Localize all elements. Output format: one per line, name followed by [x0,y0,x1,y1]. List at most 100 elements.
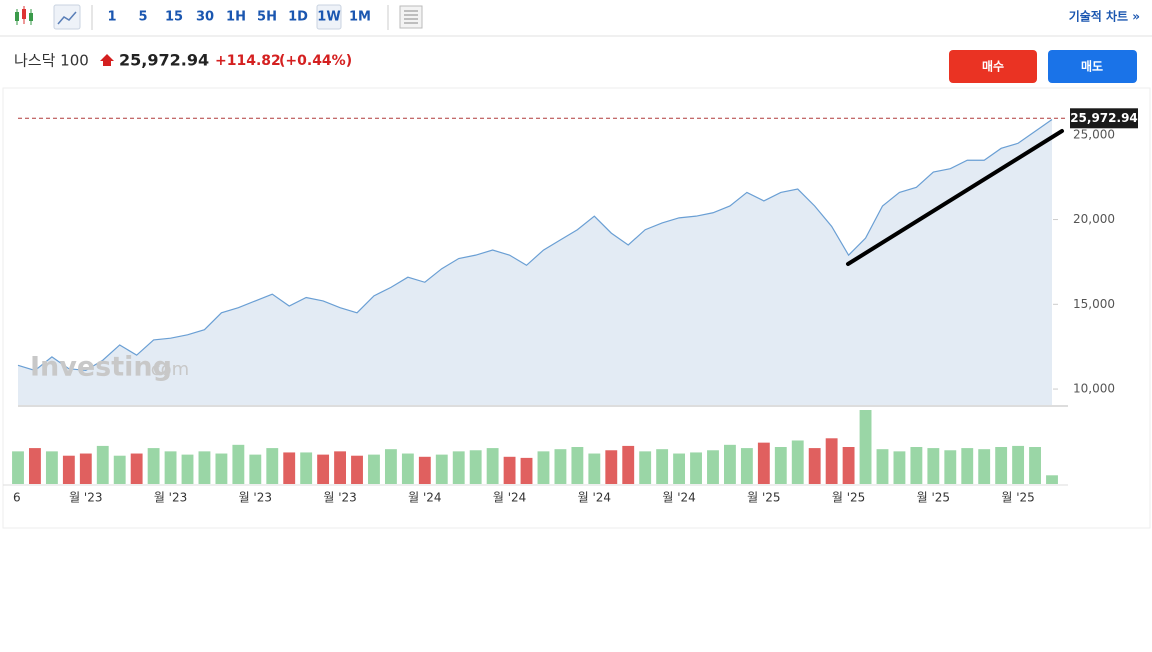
change: +114.82 [215,53,281,69]
y-tick-label: 15,000 [1073,297,1115,311]
volume-bar [232,444,245,484]
volume-bar [113,455,126,484]
volume-bar [130,453,143,484]
volume-bar [520,457,533,484]
y-tick-label: 10,000 [1073,382,1115,396]
technical-chart-link[interactable]: 기술적 차트 » [1069,9,1140,24]
volume-bar [181,454,194,484]
volume-bar [622,445,635,484]
x-tick-label: 월 '24 [662,491,695,505]
price: 25,972.94 [119,51,209,70]
candle-icon[interactable] [15,6,33,25]
line-icon[interactable] [53,4,81,30]
buy-button[interactable] [949,50,1037,83]
volume-bar [961,448,974,484]
area-fill [18,119,1052,405]
volume-bar [791,440,804,484]
table-icon[interactable] [399,5,423,29]
buy-label: 매수 [982,59,1004,74]
volume-bar [368,454,380,484]
x-tick-label: 월 '24 [578,491,611,505]
last-price-tag [1070,108,1138,129]
interval-button[interactable]: 15 [165,10,183,25]
volume-bar [249,454,262,484]
volume-bar [757,442,770,484]
volume-bar [435,454,448,484]
interval-button[interactable]: 1 [107,10,116,25]
volume-bar [147,448,160,484]
volume-bar [45,451,58,484]
x-tick-label: 월 '24 [493,491,526,505]
plot: 10,000 15,000 20,000 25,000 25,972.94 6 월 '23 월… [3,108,1138,505]
volume-bar [215,453,228,484]
volume-bar [656,449,669,484]
volume-bar [825,438,838,484]
volume-bar [571,447,584,484]
volume-bar [927,448,940,484]
volume-bar [29,448,41,484]
volume-bar [893,451,906,484]
volume-bar [740,448,753,484]
interval-button[interactable]: 5 [138,10,147,25]
line-icon-glyph [57,11,77,25]
volume-bar [1029,447,1041,484]
volume-bar [486,448,499,484]
volume-bar [910,447,923,484]
volume-bar [317,454,330,484]
change-pct: (+0.44%) [279,53,352,69]
volume-bar [774,447,787,484]
volume-bar [351,455,363,484]
volume-bar [1012,445,1025,484]
x-tick-label: 월 '25 [917,491,950,505]
volume-bar [690,452,702,484]
active-interval [316,4,342,30]
volume-bar [876,449,889,484]
sell-label: 매도 [1081,59,1103,74]
interval-button[interactable]: 1W [317,10,340,25]
x-tick-label: 월 '23 [69,491,102,505]
trend-line-drawing [846,129,1064,266]
x-tick-label: 6 [13,491,21,505]
x-tick-label: 월 '25 [1001,491,1034,505]
y-tick-label: 20,000 [1073,212,1115,226]
volume-bar [503,456,516,484]
volume-bar [724,444,736,484]
volume-bar [62,455,75,484]
volume-bar [707,450,719,484]
volume-bar [12,451,24,484]
x-tick-label: 월 '23 [323,491,356,505]
chart-frame [2,87,1151,529]
sell-button[interactable] [1048,50,1137,83]
volume-bar [79,453,92,484]
watermark-suffix: .com [145,359,189,380]
interval-button[interactable]: 1D [288,10,308,25]
volume-bar [978,449,991,484]
volume-bar [537,451,550,484]
x-tick-label: 월 '25 [832,491,865,505]
last-price-label: 25,972.94 [1070,111,1138,125]
volume-bar [469,450,482,484]
volume-bar [266,448,279,484]
watermark: Investing [30,352,172,383]
volume-bar [198,451,211,484]
volume-bar [673,453,686,484]
x-tick-label: 월 '23 [154,491,187,505]
volume-bar [283,452,296,484]
table-icon-glyph [404,10,418,24]
interval-button[interactable]: 5H [257,10,277,25]
volume-bar [96,445,109,484]
volume-bar [808,448,821,484]
volume-bar [401,453,414,484]
interval-button[interactable]: 1H [226,10,246,25]
price-line [17,119,1053,372]
volume-bar [418,456,431,484]
interval-button[interactable]: 1M [349,10,371,25]
x-tick-label: 월 '25 [747,491,780,505]
instrument-name: 나스닥 100 [14,52,89,70]
interval-button[interactable]: 30 [196,10,214,25]
volume-bar [605,450,618,484]
volume-bar [944,450,957,484]
volume-bar [300,452,313,484]
